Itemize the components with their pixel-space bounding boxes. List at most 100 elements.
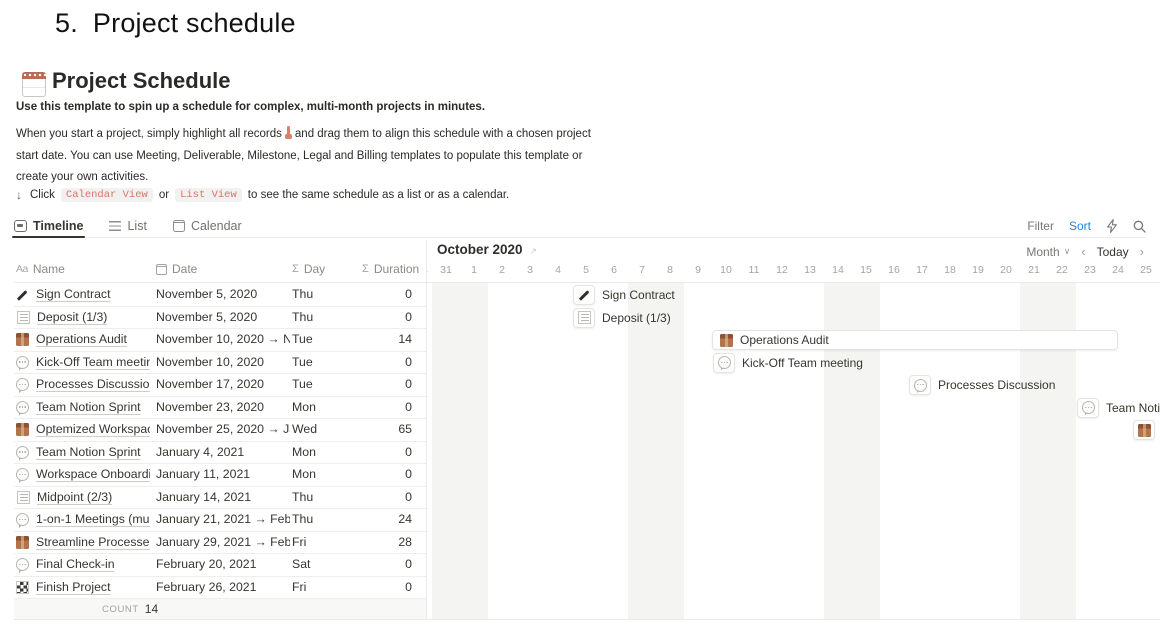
column-header-name[interactable]: Aa Name [16,262,65,276]
count-footer[interactable]: COUNT 14 [14,599,426,619]
speech-icon [16,558,29,572]
row-date-cell: November 25, 2020 → Janua [156,422,290,436]
table-row[interactable]: Workspace Onboarding January 11, 2021 Mon 0 [14,464,426,487]
table-row[interactable]: Kick-Off Team meeting November 10, 2020 Tu… [14,352,426,374]
column-name-label: Name [32,262,65,276]
sort-button[interactable]: Sort [1068,219,1091,233]
row-duration-cell: 0 [405,467,412,481]
row-name-link[interactable]: Team Notion Sprint [36,444,141,459]
tab-calendar-label: Calendar [190,218,242,233]
table-row[interactable]: Final Check-in February 20, 2021 Sat 0 [14,554,426,577]
timeline-card[interactable] [713,352,735,373]
table-row[interactable]: Midpoint (2/3) January 14, 2021 Thu 0 [14,487,426,509]
row-name-cell: Processes Discussion [16,374,150,396]
day-label: 15 [860,264,872,276]
row-name-link[interactable]: Final Check-in [36,557,115,571]
date-column-icon [156,263,167,275]
column-header-duration[interactable]: Σ Duration [362,262,419,276]
row-name-link[interactable]: 1-on-1 Meetings (multiple [36,512,150,526]
day-label: 7 [639,264,645,276]
tab-list[interactable]: List [109,214,147,237]
row-date-cell: January 14, 2021 [156,489,252,504]
row-day-cell: Mon [292,399,316,414]
table-row[interactable]: Finish Project February 26, 2021 Fri 0 [14,577,426,599]
row-duration-cell: 24 [398,512,412,526]
row-name-link[interactable]: Streamline Processes [36,534,150,549]
timeline-card[interactable] [909,375,931,395]
table-row[interactable]: Team Notion Sprint January 4, 2021 Mon 0 [14,442,426,464]
tab-timeline[interactable]: Timeline [11,214,86,238]
row-day-cell: Sat [292,557,311,571]
timeline-card[interactable] [573,285,595,305]
row-day-cell: Wed [292,422,318,436]
timeline-card[interactable] [1133,420,1155,440]
calendar-view-icon [172,219,185,232]
row-duration-cell: 0 [405,354,412,369]
receipt-icon [578,311,591,324]
table-header: Aa Name Date Σ Day Σ Duration [14,262,426,282]
row-day-cell: Thu [292,309,314,324]
expand-table-chevron-icon[interactable]: › [426,264,428,278]
row-date-cell: November 5, 2020 [156,309,258,324]
count-label: COUNT [102,603,139,615]
table-timeline-divider [426,240,427,620]
row-duration-cell: 0 [405,377,412,391]
timeline-panel: October 2020 ↗ Month ∨ ‹ Today › › 31123… [426,238,1160,620]
receipt-icon [17,490,30,504]
timeline-card[interactable] [573,307,595,328]
row-date-cell: November 10, 2020 [156,354,265,369]
row-name-link[interactable]: Workspace Onboarding [36,467,150,481]
tab-calendar[interactable]: Calendar [172,214,242,237]
column-header-date[interactable]: Date [156,262,197,276]
row-name-link[interactable]: Sign Contract [36,287,111,301]
timeline-bar[interactable]: Operations Audit [712,330,1118,350]
column-header-day[interactable]: Σ Day [292,262,325,276]
row-day-cell: Fri [292,534,307,549]
tab-timeline-label: Timeline [33,218,84,233]
filter-button[interactable]: Filter [1027,219,1054,233]
tab-list-label: List [127,218,147,233]
day-label: 2 [499,264,505,276]
row-date-cell: January 11, 2021 [156,467,251,481]
table-row[interactable]: Team Notion Sprint November 23, 2020 Mon 0 [14,397,426,419]
table-row[interactable]: Sign Contract November 5, 2020 Thu 0 [14,284,426,307]
row-name-link[interactable]: Operations Audit [36,332,127,346]
search-button[interactable] [1133,220,1146,233]
bottom-divider [14,619,1160,620]
day-label: 5 [583,264,589,276]
next-month-button[interactable]: › [1139,244,1144,259]
day-label: 17 [916,264,928,276]
row-name-cell: Workspace Onboarding [16,464,150,486]
row-name-cell: Sign Contract [16,284,150,306]
row-name-cell: Final Check-in [16,554,150,576]
month-label: October 2020 [437,242,523,257]
timeline-month: October 2020 ↗ [437,242,537,257]
table-row[interactable]: Optemized Workspace November 25, 2020 → J… [14,419,426,442]
row-name-link[interactable]: Kick-Off Team meeting [36,354,150,369]
row-name-link[interactable]: Finish Project [36,579,111,594]
zoom-level-select[interactable]: Month ∨ [1026,245,1070,259]
row-duration-cell: 0 [405,489,412,504]
day-label: 23 [1084,264,1096,276]
today-button[interactable]: Today [1096,244,1129,259]
row-name-link[interactable]: Deposit (1/3) [37,309,108,324]
table-row[interactable]: Operations Audit November 10, 2020 → Nove… [14,329,426,352]
prev-month-button[interactable]: ‹ [1081,244,1086,259]
table-row[interactable]: Processes Discussion November 17, 2020 Tue… [14,374,426,397]
day-label: 11 [748,264,760,276]
doc-paragraph: When you start a project, simply highlig… [16,124,592,189]
speech-icon [16,378,29,392]
day-label: 9 [695,264,701,276]
row-name-link[interactable]: Midpoint (2/3) [37,489,113,504]
automation-button[interactable] [1106,219,1118,233]
table-row[interactable]: Streamline Processes January 29, 2021 → F… [14,532,426,554]
month-hint-mark: ↗ [529,246,538,256]
speech-icon [16,400,29,414]
table-row[interactable]: Deposit (1/3) November 5, 2020 Thu 0 [14,307,426,329]
lightning-icon [1107,219,1117,233]
row-name-link[interactable]: Team Notion Sprint [36,399,141,414]
row-name-link[interactable]: Optemized Workspace [36,422,150,436]
timeline-card[interactable] [1077,397,1099,418]
table-row[interactable]: 1-on-1 Meetings (multiple January 21, 202… [14,509,426,532]
row-name-link[interactable]: Processes Discussion [36,377,150,391]
